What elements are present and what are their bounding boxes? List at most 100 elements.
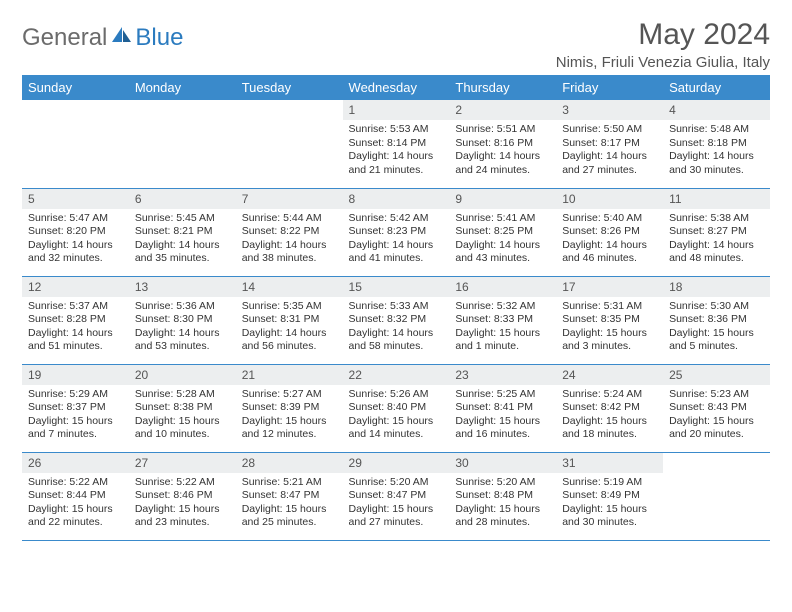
sunrise-text: Sunrise: 5:23 AM [669,388,764,402]
sunset-text: Sunset: 8:31 PM [242,313,337,327]
sunrise-text: Sunrise: 5:51 AM [455,123,550,137]
sunrise-text: Sunrise: 5:44 AM [242,212,337,226]
day-body: Sunrise: 5:38 AMSunset: 8:27 PMDaylight:… [663,209,770,271]
calendar-week: 26Sunrise: 5:22 AMSunset: 8:44 PMDayligh… [22,452,770,540]
sunrise-text: Sunrise: 5:37 AM [28,300,123,314]
day-body: Sunrise: 5:30 AMSunset: 8:36 PMDaylight:… [663,297,770,359]
sunrise-text: Sunrise: 5:22 AM [135,476,230,490]
sunset-text: Sunset: 8:35 PM [562,313,657,327]
sunset-text: Sunset: 8:37 PM [28,401,123,415]
day-number [236,100,343,106]
sunset-text: Sunset: 8:49 PM [562,489,657,503]
calendar-cell: 31Sunrise: 5:19 AMSunset: 8:49 PMDayligh… [556,452,663,540]
day-body: Sunrise: 5:22 AMSunset: 8:46 PMDaylight:… [129,473,236,535]
calendar-cell: 21Sunrise: 5:27 AMSunset: 8:39 PMDayligh… [236,364,343,452]
sunset-text: Sunset: 8:20 PM [28,225,123,239]
daylight-text: Daylight: 15 hours and 23 minutes. [135,503,230,530]
day-number: 14 [236,277,343,297]
day-body: Sunrise: 5:26 AMSunset: 8:40 PMDaylight:… [343,385,450,447]
day-number: 31 [556,453,663,473]
day-number: 15 [343,277,450,297]
sunrise-text: Sunrise: 5:28 AM [135,388,230,402]
daylight-text: Daylight: 14 hours and 35 minutes. [135,239,230,266]
sunrise-text: Sunrise: 5:26 AM [349,388,444,402]
sunset-text: Sunset: 8:22 PM [242,225,337,239]
calendar-cell: 10Sunrise: 5:40 AMSunset: 8:26 PMDayligh… [556,188,663,276]
sunset-text: Sunset: 8:25 PM [455,225,550,239]
day-number: 24 [556,365,663,385]
day-number: 11 [663,189,770,209]
daylight-text: Daylight: 14 hours and 51 minutes. [28,327,123,354]
calendar-cell: 19Sunrise: 5:29 AMSunset: 8:37 PMDayligh… [22,364,129,452]
calendar-cell: 9Sunrise: 5:41 AMSunset: 8:25 PMDaylight… [449,188,556,276]
sunset-text: Sunset: 8:27 PM [669,225,764,239]
calendar-cell: 11Sunrise: 5:38 AMSunset: 8:27 PMDayligh… [663,188,770,276]
sunrise-text: Sunrise: 5:30 AM [669,300,764,314]
day-header: Saturday [663,75,770,100]
calendar-cell: 18Sunrise: 5:30 AMSunset: 8:36 PMDayligh… [663,276,770,364]
daylight-text: Daylight: 14 hours and 32 minutes. [28,239,123,266]
day-body: Sunrise: 5:40 AMSunset: 8:26 PMDaylight:… [556,209,663,271]
daylight-text: Daylight: 14 hours and 21 minutes. [349,150,444,177]
sunrise-text: Sunrise: 5:20 AM [455,476,550,490]
calendar-week: 12Sunrise: 5:37 AMSunset: 8:28 PMDayligh… [22,276,770,364]
day-number: 27 [129,453,236,473]
calendar-cell: 13Sunrise: 5:36 AMSunset: 8:30 PMDayligh… [129,276,236,364]
calendar-cell [236,100,343,188]
sunrise-text: Sunrise: 5:42 AM [349,212,444,226]
day-number: 20 [129,365,236,385]
sunrise-text: Sunrise: 5:41 AM [455,212,550,226]
day-number [22,100,129,106]
calendar-cell: 16Sunrise: 5:32 AMSunset: 8:33 PMDayligh… [449,276,556,364]
sunset-text: Sunset: 8:42 PM [562,401,657,415]
location: Nimis, Friuli Venezia Giulia, Italy [556,54,770,71]
day-number: 29 [343,453,450,473]
daylight-text: Daylight: 14 hours and 53 minutes. [135,327,230,354]
day-number: 4 [663,100,770,120]
calendar-week: 1Sunrise: 5:53 AMSunset: 8:14 PMDaylight… [22,100,770,188]
sunset-text: Sunset: 8:36 PM [669,313,764,327]
day-number: 18 [663,277,770,297]
day-body: Sunrise: 5:37 AMSunset: 8:28 PMDaylight:… [22,297,129,359]
day-body: Sunrise: 5:29 AMSunset: 8:37 PMDaylight:… [22,385,129,447]
sunrise-text: Sunrise: 5:31 AM [562,300,657,314]
calendar-cell: 14Sunrise: 5:35 AMSunset: 8:31 PMDayligh… [236,276,343,364]
sunset-text: Sunset: 8:46 PM [135,489,230,503]
day-body: Sunrise: 5:47 AMSunset: 8:20 PMDaylight:… [22,209,129,271]
daylight-text: Daylight: 15 hours and 14 minutes. [349,415,444,442]
sunrise-text: Sunrise: 5:29 AM [28,388,123,402]
day-number: 16 [449,277,556,297]
calendar-cell: 25Sunrise: 5:23 AMSunset: 8:43 PMDayligh… [663,364,770,452]
calendar-cell: 27Sunrise: 5:22 AMSunset: 8:46 PMDayligh… [129,452,236,540]
daylight-text: Daylight: 14 hours and 48 minutes. [669,239,764,266]
daylight-text: Daylight: 15 hours and 12 minutes. [242,415,337,442]
calendar-cell [663,452,770,540]
calendar-cell: 4Sunrise: 5:48 AMSunset: 8:18 PMDaylight… [663,100,770,188]
daylight-text: Daylight: 14 hours and 58 minutes. [349,327,444,354]
calendar-cell [129,100,236,188]
sunset-text: Sunset: 8:47 PM [349,489,444,503]
sunset-text: Sunset: 8:39 PM [242,401,337,415]
sunset-text: Sunset: 8:38 PM [135,401,230,415]
sunrise-text: Sunrise: 5:19 AM [562,476,657,490]
sunrise-text: Sunrise: 5:27 AM [242,388,337,402]
day-body: Sunrise: 5:31 AMSunset: 8:35 PMDaylight:… [556,297,663,359]
daylight-text: Daylight: 15 hours and 16 minutes. [455,415,550,442]
sunset-text: Sunset: 8:41 PM [455,401,550,415]
calendar-cell: 24Sunrise: 5:24 AMSunset: 8:42 PMDayligh… [556,364,663,452]
daylight-text: Daylight: 15 hours and 18 minutes. [562,415,657,442]
day-number: 1 [343,100,450,120]
day-body: Sunrise: 5:20 AMSunset: 8:48 PMDaylight:… [449,473,556,535]
sunset-text: Sunset: 8:47 PM [242,489,337,503]
day-body: Sunrise: 5:25 AMSunset: 8:41 PMDaylight:… [449,385,556,447]
day-header-row: SundayMondayTuesdayWednesdayThursdayFrid… [22,75,770,100]
sunset-text: Sunset: 8:44 PM [28,489,123,503]
sunset-text: Sunset: 8:43 PM [669,401,764,415]
day-number: 6 [129,189,236,209]
sunrise-text: Sunrise: 5:45 AM [135,212,230,226]
logo-text-general: General [22,24,107,52]
sunset-text: Sunset: 8:32 PM [349,313,444,327]
calendar-week: 19Sunrise: 5:29 AMSunset: 8:37 PMDayligh… [22,364,770,452]
day-number: 25 [663,365,770,385]
day-body: Sunrise: 5:35 AMSunset: 8:31 PMDaylight:… [236,297,343,359]
